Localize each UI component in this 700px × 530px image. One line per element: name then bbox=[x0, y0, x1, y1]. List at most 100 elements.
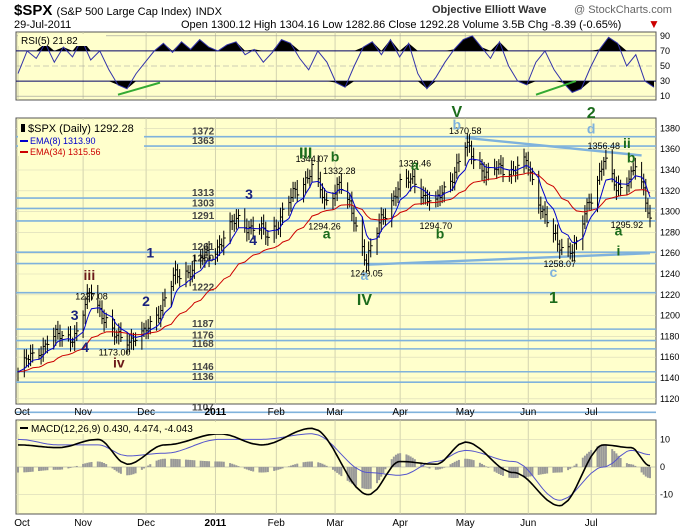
wave-label: a bbox=[361, 267, 369, 283]
price-tick-label: 1380 bbox=[660, 123, 680, 133]
ema34-line bbox=[17, 172, 651, 373]
price-annotation: 1332.28 bbox=[323, 166, 356, 176]
rsi-tick-label: 50 bbox=[660, 61, 670, 71]
wave-label: i bbox=[617, 242, 621, 258]
month-label: 2011 bbox=[205, 407, 227, 418]
month-label: May bbox=[456, 407, 475, 418]
price-annotation: 1370.58 bbox=[449, 126, 482, 136]
price-tick-label: 1280 bbox=[660, 227, 680, 237]
macd-tick-label: 10 bbox=[660, 434, 670, 444]
exchange: INDX bbox=[195, 6, 222, 18]
month-label: Oct bbox=[14, 407, 30, 418]
month-label: Nov bbox=[74, 407, 92, 418]
level-label: 1146 bbox=[192, 362, 214, 373]
month-label-bottom: Feb bbox=[268, 518, 286, 529]
month-label: Dec bbox=[137, 407, 155, 418]
ema8-legend: EMA(8) 1313.90 bbox=[30, 136, 96, 146]
month-label-bottom: Oct bbox=[14, 518, 30, 529]
month-label: Jun bbox=[520, 407, 536, 418]
rsi-label-bg bbox=[18, 34, 106, 46]
rsi-tick-label: 10 bbox=[660, 91, 670, 101]
wave-label: 4 bbox=[249, 232, 257, 248]
wave-label: 2 bbox=[587, 105, 596, 122]
wave-label: III bbox=[299, 146, 312, 163]
level-label: 1363 bbox=[192, 136, 215, 147]
rsi-line bbox=[17, 35, 655, 93]
month-label-bottom: Nov bbox=[74, 518, 92, 529]
down-arrow-icon: ▼ bbox=[648, 17, 660, 31]
wave-label: iii bbox=[84, 267, 96, 283]
wave-label: 1 bbox=[146, 244, 154, 260]
price-legend-bg bbox=[18, 120, 144, 156]
month-label: Apr bbox=[392, 407, 408, 418]
wave-label: d bbox=[587, 121, 596, 137]
rsi-trendline bbox=[117, 81, 161, 96]
price-annotation: 1339.46 bbox=[399, 159, 432, 169]
month-label-bottom: Jul bbox=[585, 518, 598, 529]
price-annotation: 1344.07 bbox=[296, 154, 329, 164]
level-label: 1107 bbox=[192, 402, 214, 413]
level-label: 1176 bbox=[192, 331, 214, 342]
symbol-title: $SPX bbox=[14, 2, 53, 19]
chart-date: 29-Jul-2011 bbox=[14, 19, 72, 31]
month-label-bottom: Apr bbox=[392, 518, 408, 529]
price-panel bbox=[15, 117, 657, 405]
price-annotation: 1295.92 bbox=[611, 220, 644, 230]
level-label: 1313 bbox=[192, 188, 215, 199]
level-label: 1187 bbox=[192, 319, 214, 330]
month-label-bottom: 2011 bbox=[205, 518, 227, 529]
price-legend-swatch bbox=[21, 124, 25, 132]
month-label: Jul bbox=[585, 407, 598, 418]
price-annotation: 1294.26 bbox=[308, 222, 341, 232]
month-label-bottom: Jun bbox=[520, 518, 536, 529]
month-label-bottom: Mar bbox=[326, 518, 344, 529]
price-tick-label: 1340 bbox=[660, 165, 680, 175]
month-label-bottom: Dec bbox=[137, 518, 155, 529]
price-annotation: 1249.05 bbox=[350, 269, 383, 279]
rsi-tick-label: 30 bbox=[660, 76, 670, 86]
wave-label: a bbox=[323, 226, 331, 242]
rsi-tick-label: 90 bbox=[660, 31, 670, 41]
macd-tick-label: 0 bbox=[660, 462, 665, 472]
wave-label: c bbox=[550, 264, 558, 280]
rsi-label: RSI(5) 21.82 bbox=[21, 36, 78, 47]
wave-label: a bbox=[615, 223, 623, 239]
price-annotation: 1294.70 bbox=[420, 221, 453, 231]
month-label-bottom: May bbox=[456, 518, 475, 529]
wave-label: IV bbox=[357, 292, 372, 309]
level-label: 1136 bbox=[192, 372, 214, 383]
wave-label: 3 bbox=[71, 307, 79, 323]
wave-label: V bbox=[451, 104, 462, 121]
wave-label: b bbox=[331, 149, 340, 165]
triangle-trendline bbox=[366, 252, 651, 266]
price-annotation: 1227.08 bbox=[75, 291, 108, 301]
price-tick-label: 1300 bbox=[660, 207, 680, 217]
price-tick-label: 1260 bbox=[660, 248, 680, 258]
quote-line: Open 1300.12 High 1304.16 Low 1282.86 Cl… bbox=[181, 19, 622, 31]
price-legend: $SPX (Daily) 1292.28 bbox=[28, 123, 134, 135]
level-label: 1222 bbox=[192, 283, 215, 294]
price-tick-label: 1140 bbox=[660, 373, 679, 383]
wave-label: a bbox=[411, 157, 419, 173]
price-annotation: 1258.07 bbox=[543, 259, 576, 269]
price-tick-label: 1240 bbox=[660, 269, 680, 279]
macd-label-bg bbox=[18, 422, 236, 434]
price-tick-label: 1180 bbox=[660, 331, 679, 341]
level-label: 1303 bbox=[192, 198, 215, 209]
wave-label: 4 bbox=[81, 339, 89, 355]
price-tick-label: 1200 bbox=[660, 311, 680, 321]
price-annotation: 1173.00 bbox=[99, 348, 131, 358]
level-label: 1291 bbox=[192, 211, 215, 222]
price-tick-label: 1120 bbox=[660, 394, 679, 404]
month-label: Feb bbox=[268, 407, 286, 418]
price-annotation: 1356.48 bbox=[588, 141, 621, 151]
price-tick-label: 1160 bbox=[660, 352, 679, 362]
macd-signal-line bbox=[17, 433, 651, 501]
stockcharts-credit: @ StockCharts.com bbox=[574, 4, 672, 16]
ema8-line bbox=[17, 158, 651, 373]
macd-tick-label: -10 bbox=[660, 490, 673, 500]
wave-label: b bbox=[453, 116, 462, 132]
wave-label: iv bbox=[113, 355, 125, 371]
